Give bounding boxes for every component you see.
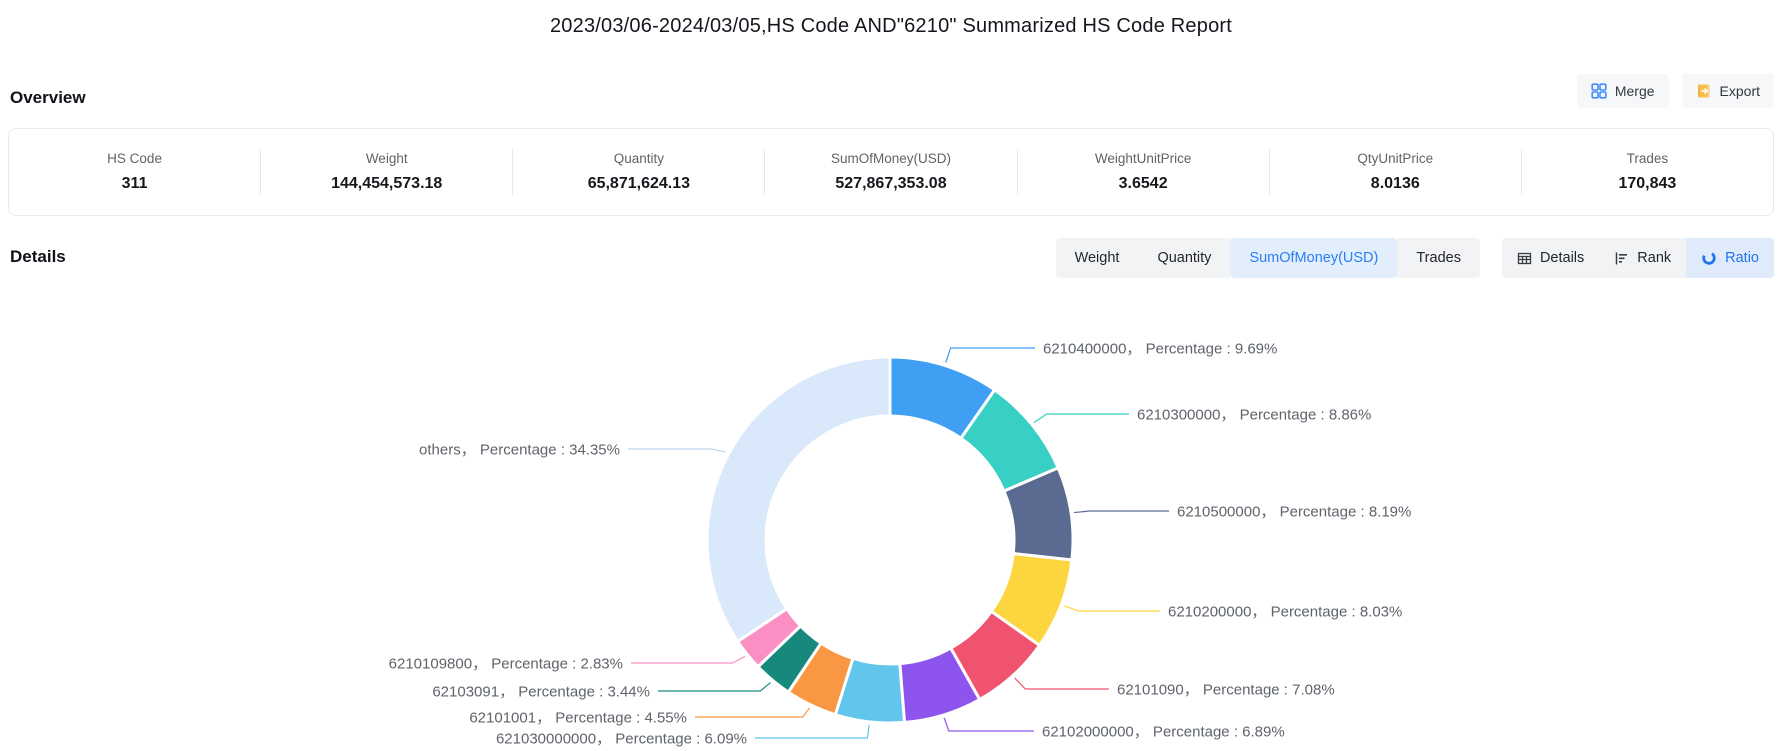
stat-qty-unit-price: QtyUnitPrice 8.0136 (1270, 151, 1521, 193)
pie-label-line-62101090 (1014, 677, 1109, 690)
stat-trades: Trades 170,843 (1522, 151, 1773, 193)
pie-label-line-62101001 (695, 707, 811, 718)
pie-label-others: others， Percentage : 34.35% (419, 441, 620, 459)
stat-weight-unit-price: WeightUnitPrice 3.6542 (1018, 151, 1269, 193)
stat-divider (1016, 149, 1018, 195)
stat-quantity: Quantity 65,871,624.13 (513, 151, 764, 193)
tab-rank-view[interactable]: Rank (1599, 238, 1687, 279)
overview-heading: Overview (10, 88, 86, 107)
stat-divider (1520, 149, 1522, 195)
stat-value: 8.0136 (1370, 175, 1420, 192)
metric-tab-group: Weight Quantity SumOfMoney(USD) Trades (1055, 238, 1480, 279)
stat-label: Trades (1626, 151, 1669, 166)
pie-label-62103091: 62103091， Percentage : 3.44% (432, 683, 650, 701)
stat-divider (764, 149, 766, 195)
pie-label-6210400000: 6210400000， Percentage : 9.69% (1043, 340, 1278, 358)
tab-weight[interactable]: Weight (1055, 238, 1139, 279)
tab-ratio-view[interactable]: Ratio (1686, 238, 1774, 279)
stat-value: 527,867,353.08 (835, 175, 947, 192)
table-icon (1517, 252, 1532, 264)
stat-label: Quantity (613, 151, 664, 166)
details-toolbar: Weight Quantity SumOfMoney(USD) Trades D… (1055, 238, 1774, 279)
pie-label-6210200000: 6210200000， Percentage : 8.03% (1168, 603, 1403, 621)
stat-divider (260, 149, 262, 195)
stat-value: 144,454,573.18 (331, 175, 443, 192)
pie-label-line-others (628, 448, 727, 453)
stat-value: 170,843 (1618, 175, 1677, 192)
tab-label: Details (1539, 250, 1585, 266)
pie-label-621030000000: 621030000000， Percentage : 6.09% (495, 730, 747, 748)
overview-stats-card: HS Code 311 Weight 144,454,573.18 Quanti… (8, 128, 1774, 216)
merge-button-label: Merge (1614, 83, 1655, 99)
stat-divider (1268, 149, 1270, 195)
export-icon (1697, 84, 1710, 98)
merge-button[interactable]: Merge (1576, 74, 1669, 109)
stat-label: QtyUnitPrice (1357, 151, 1434, 166)
rank-icon (1616, 252, 1628, 265)
merge-icon (1591, 83, 1607, 99)
pie-label-line-62103091 (658, 682, 771, 692)
stat-label: Weight (365, 151, 408, 166)
pie-label-line-621030000000 (755, 724, 870, 739)
stat-label: WeightUnitPrice (1094, 151, 1192, 166)
stat-value: 311 (121, 175, 148, 192)
pie-label-line-6210500000 (1073, 510, 1169, 514)
stat-label: HS Code (107, 151, 162, 166)
pie-label-6210109800: 6210109800， Percentage : 2.83% (388, 655, 623, 673)
tab-label: Ratio (1725, 250, 1759, 266)
pie-ratio-icon (1702, 251, 1716, 265)
tab-details-view[interactable]: Details (1501, 238, 1600, 279)
stat-hs-code: HS Code 311 (9, 151, 260, 193)
pie-label-62102000000: 62102000000， Percentage : 6.89% (1042, 723, 1285, 741)
toolbar: Merge Export (1576, 74, 1774, 109)
pie-label-62101001: 62101001， Percentage : 4.55% (469, 709, 687, 727)
tab-label: Rank (1637, 250, 1672, 266)
pie-label-6210300000: 6210300000， Percentage : 8.86% (1137, 406, 1372, 424)
pie-label-line-6210400000 (945, 347, 1035, 363)
tab-sum-of-money[interactable]: SumOfMoney(USD) (1230, 238, 1398, 279)
stat-value: 65,871,624.13 (587, 175, 691, 192)
tab-trades[interactable]: Trades (1397, 238, 1480, 279)
pie-label-line-6210200000 (1063, 605, 1160, 612)
export-button-label: Export (1719, 83, 1760, 99)
pie-label-line-6210300000 (1033, 413, 1129, 424)
export-button[interactable]: Export (1681, 74, 1774, 109)
stat-label: SumOfMoney(USD) (830, 151, 951, 166)
pie-label-line-6210109800 (631, 655, 746, 664)
view-tab-group: Details Rank Ratio (1501, 238, 1774, 279)
pie-label-line-62102000000 (943, 717, 1034, 732)
pie-label-6210500000: 6210500000， Percentage : 8.19% (1177, 503, 1412, 521)
details-heading: Details (10, 247, 66, 266)
stat-value: 3.6542 (1118, 175, 1168, 192)
page-title: 2023/03/06-2024/03/05,HS Code AND"6210" … (549, 15, 1233, 37)
tab-quantity[interactable]: Quantity (1138, 238, 1231, 279)
pie-label-62101090: 62101090， Percentage : 7.08% (1117, 681, 1335, 699)
stat-sum-of-money: SumOfMoney(USD) 527,867,353.08 (765, 151, 1016, 193)
stat-divider (512, 149, 514, 195)
stat-weight: Weight 144,454,573.18 (261, 151, 512, 193)
pie-segment-others[interactable] (705, 355, 892, 643)
